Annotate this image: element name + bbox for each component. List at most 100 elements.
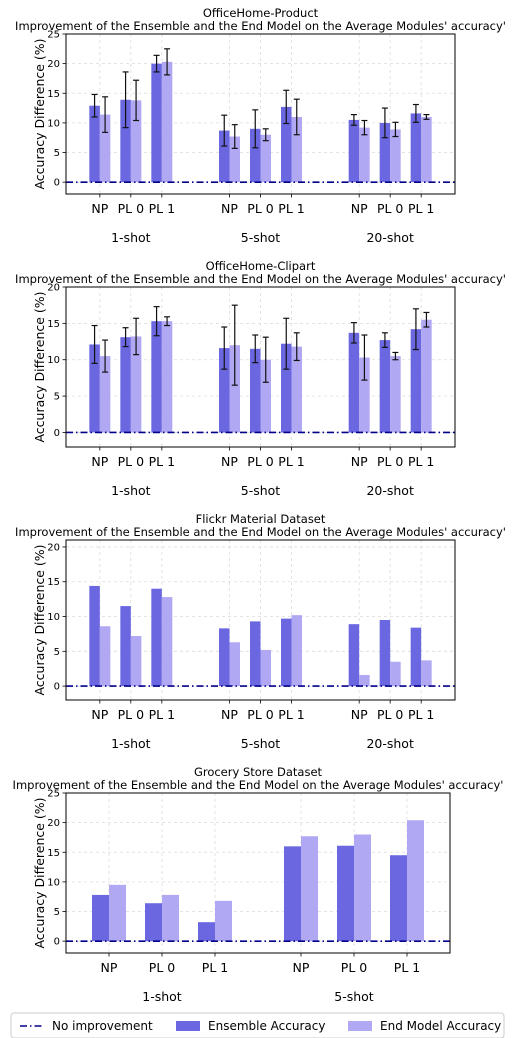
error-bar [231, 304, 238, 386]
bar-end_model [291, 346, 302, 433]
y-tick-label: 0 [54, 178, 60, 189]
bar-end_model [301, 836, 318, 942]
plot-frame [65, 792, 451, 954]
x-tick-label: PL 1 [278, 454, 304, 469]
legend-item-ensemble: Ensemble Accuracy [176, 1019, 325, 1033]
bar-end_model [130, 636, 142, 687]
bar-ensemble [219, 348, 230, 433]
bar-ensemble [219, 130, 230, 183]
bar-end_model [162, 894, 179, 942]
group-label: 20-shot [366, 736, 413, 751]
bar-end_model [260, 649, 271, 687]
chart-title: Flickr Material Dataset [196, 512, 326, 526]
bar-end_model [229, 136, 240, 183]
legend-frame [10, 1012, 505, 1038]
error-bar [164, 316, 171, 327]
bar-ensemble [250, 348, 261, 433]
error-bar [361, 119, 368, 136]
bar-end_model [390, 661, 401, 687]
y-tick-label: 20 [47, 59, 60, 70]
y-tick-label: 5 [54, 148, 60, 159]
bar-end_model [291, 615, 302, 687]
bar-end_model [421, 660, 432, 687]
y-tick-label: 5 [54, 907, 60, 918]
x-tick-label: PL 0 [377, 201, 403, 216]
x-tick-label: NP [351, 454, 368, 469]
error-bar [350, 322, 357, 344]
x-tick-label: PL 0 [247, 454, 273, 469]
chart-subtitle: Improvement of the Ensemble and the End … [15, 272, 506, 286]
x-tick-label: PL 0 [118, 707, 144, 722]
bar-end_model [99, 356, 111, 433]
error-bar [91, 93, 98, 118]
bar-end_model [161, 321, 173, 433]
bar-ensemble [390, 855, 407, 942]
bar-ensemble [281, 343, 292, 433]
bar-ensemble [250, 128, 261, 183]
group-label: 20-shot [366, 483, 413, 498]
x-tick-label: PL 0 [341, 960, 367, 975]
error-bar [231, 124, 238, 149]
chart-title: Grocery Store Dataset [194, 765, 323, 779]
legend-swatch [176, 1021, 200, 1031]
group-label: 5-shot [241, 483, 281, 498]
x-tick-label: NP [293, 960, 310, 975]
y-tick-label: 25 [47, 789, 60, 800]
error-bar [350, 113, 357, 126]
legend-label: Ensemble Accuracy [208, 1019, 325, 1033]
chart-title: OfficeHome-Clipart [206, 259, 316, 273]
bar-ensemble [410, 113, 422, 183]
x-tick-label: PL 1 [149, 707, 175, 722]
bar-ensemble [89, 105, 100, 183]
series-ensemble [89, 306, 422, 433]
error-bar [412, 308, 419, 351]
y-axis-label: Accuracy Difference (%) [32, 544, 47, 695]
legend-swatch [348, 1021, 372, 1031]
bar-end_model [130, 336, 142, 433]
series-end_model [99, 597, 432, 687]
group-label: 5-shot [334, 989, 374, 1004]
bar-ensemble [281, 106, 292, 183]
y-tick-label: 5 [54, 392, 60, 403]
bar-end_model [390, 129, 401, 183]
error-bar [153, 306, 160, 337]
x-tick-label: PL 1 [202, 960, 228, 975]
bar-end_model [421, 319, 432, 433]
x-tick-label: PL 0 [149, 960, 175, 975]
bar-end_model [161, 61, 173, 183]
bar-ensemble [151, 588, 162, 687]
x-tick-label: NP [91, 201, 108, 216]
bar-ensemble [92, 894, 109, 942]
error-bar [221, 114, 228, 147]
legend-label: No improvement [52, 1019, 153, 1033]
error-bar [252, 109, 259, 149]
x-tick-label: PL 1 [394, 960, 420, 975]
bar-end_model [260, 359, 271, 433]
x-tick-label: NP [221, 454, 238, 469]
x-tick-label: NP [221, 201, 238, 216]
y-tick-label: 10 [47, 355, 60, 366]
y-tick-label: 5 [54, 647, 60, 658]
bar-ensemble [198, 922, 215, 942]
bar-ensemble [348, 119, 360, 183]
error-bar [283, 317, 290, 370]
bar-ensemble [410, 627, 422, 687]
bar-end_model [130, 100, 142, 183]
x-tick-label: PL 0 [377, 707, 403, 722]
error-bar [381, 332, 388, 348]
group-label: 1-shot [111, 230, 151, 245]
bar-end_model [359, 127, 370, 183]
error-bar [221, 326, 228, 370]
error-bar [392, 121, 399, 138]
x-tick-label: PL 0 [377, 454, 403, 469]
legend-label: End Model Accuracy [380, 1019, 501, 1033]
error-bar [102, 339, 109, 373]
x-tick-label: NP [101, 960, 118, 975]
y-tick-label: 15 [47, 577, 60, 588]
bar-ensemble [379, 620, 391, 687]
error-bar [164, 48, 171, 76]
bar-end_model [421, 116, 432, 183]
